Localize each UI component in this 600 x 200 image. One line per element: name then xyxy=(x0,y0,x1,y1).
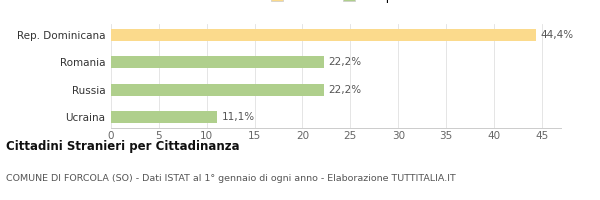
Text: Cittadini Stranieri per Cittadinanza: Cittadini Stranieri per Cittadinanza xyxy=(6,140,239,153)
Text: 11,1%: 11,1% xyxy=(222,112,255,122)
Text: COMUNE DI FORCOLA (SO) - Dati ISTAT al 1° gennaio di ogni anno - Elaborazione TU: COMUNE DI FORCOLA (SO) - Dati ISTAT al 1… xyxy=(6,174,456,183)
Text: 22,2%: 22,2% xyxy=(328,85,361,95)
Text: 22,2%: 22,2% xyxy=(328,57,361,67)
Bar xyxy=(111,29,536,41)
Legend: America, Europa: America, Europa xyxy=(268,0,404,6)
Text: 44,4%: 44,4% xyxy=(541,30,574,40)
Bar xyxy=(111,84,323,96)
Bar xyxy=(111,111,217,123)
Bar xyxy=(111,56,323,68)
